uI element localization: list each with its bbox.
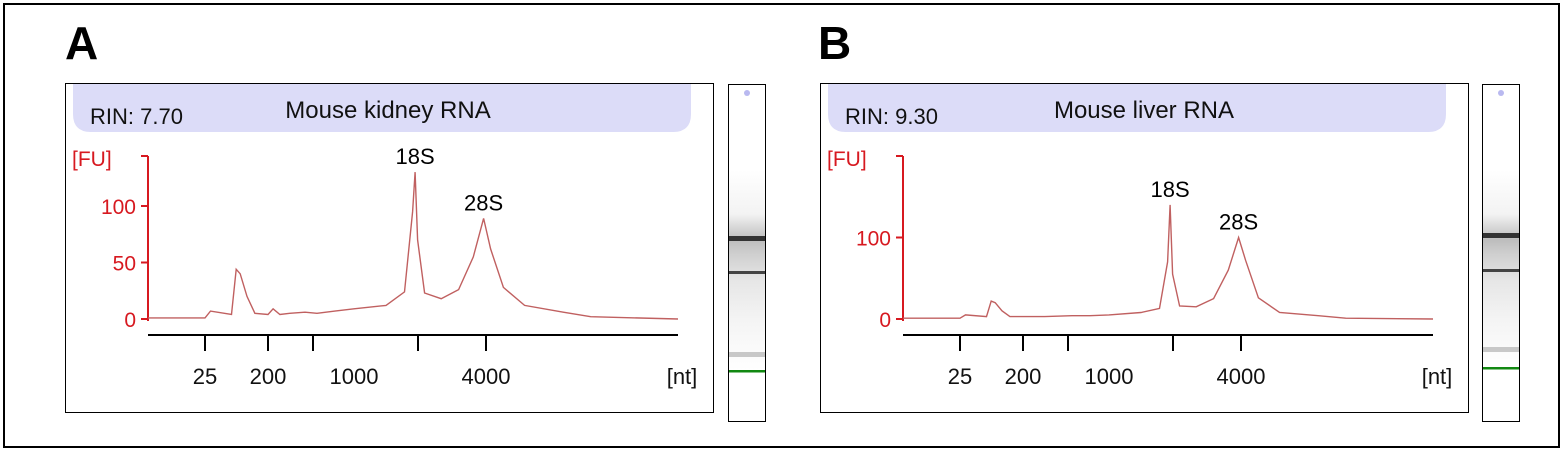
loading-well-dot — [1498, 90, 1504, 96]
y-tick-label: 50 — [113, 253, 136, 276]
figure-frame — [3, 3, 1560, 448]
y-axis-unit-label: [FU] — [72, 148, 112, 171]
peak-label: 28S — [1219, 210, 1258, 235]
y-tick-label: 0 — [879, 309, 891, 332]
electropherogram-a: RIN: 7.70 Mouse kidney RNA [FU] 0 50 100 25 200… — [65, 83, 714, 413]
electropherogram-chart-a: RIN: 7.70 Mouse kidney RNA [FU] 0 50 100 25 200… — [72, 84, 698, 389]
gel-marker-line — [729, 370, 765, 373]
gel-lane-image-b — [1483, 90, 1519, 370]
electropherogram-trace — [148, 172, 679, 320]
rin-label: RIN: 9.30 — [845, 104, 938, 129]
gel-band-28s — [1483, 233, 1519, 238]
loading-well-dot — [744, 90, 750, 96]
gel-band-18s — [1483, 269, 1519, 272]
gel-band-lower — [1483, 347, 1519, 352]
gel-lane-image-a — [729, 90, 765, 373]
gel-smear — [729, 170, 765, 370]
gel-band-28s — [729, 236, 765, 241]
x-tick-label: 1000 — [330, 364, 379, 389]
sample-title: Mouse kidney RNA — [285, 97, 490, 124]
sample-title: Mouse liver RNA — [1054, 97, 1234, 124]
panel-letter-a: A — [65, 17, 99, 69]
x-tick-label: 200 — [1005, 364, 1042, 389]
electropherogram-trace — [903, 204, 1434, 320]
gel-lane-a — [728, 84, 766, 422]
gel-marker-line — [1483, 367, 1519, 370]
electropherogram-b: RIN: 9.30 Mouse liver RNA [FU] 0 100 25 200 100… — [820, 83, 1469, 413]
x-tick-label: 4000 — [462, 364, 511, 389]
y-tick-label: 100 — [856, 228, 891, 251]
gel-band-lower — [729, 352, 765, 357]
x-axis-unit-label: [nt] — [1422, 364, 1453, 389]
peak-label: 18S — [1151, 177, 1190, 202]
x-axis-unit-label: [nt] — [667, 364, 698, 389]
x-tick-label: 200 — [250, 364, 287, 389]
header-banner — [73, 84, 691, 132]
gel-band-18s — [729, 271, 765, 274]
electropherogram-chart-b: RIN: 9.30 Mouse liver RNA [FU] 0 100 25 200 100… — [827, 84, 1453, 389]
rin-label: RIN: 7.70 — [90, 104, 183, 129]
peak-label: 18S — [396, 144, 435, 169]
y-tick-label: 100 — [101, 196, 136, 219]
y-tick-label: 0 — [124, 309, 136, 332]
x-tick-label: 25 — [193, 364, 217, 389]
x-tick-label: 25 — [948, 364, 972, 389]
peak-label: 28S — [464, 190, 503, 215]
gel-lane-b — [1482, 84, 1520, 422]
y-axis-unit-label: [FU] — [827, 148, 867, 171]
header-banner — [828, 84, 1446, 132]
x-tick-label: 4000 — [1217, 364, 1266, 389]
x-tick-label: 1000 — [1085, 364, 1134, 389]
panel-letter-b: B — [818, 17, 852, 69]
